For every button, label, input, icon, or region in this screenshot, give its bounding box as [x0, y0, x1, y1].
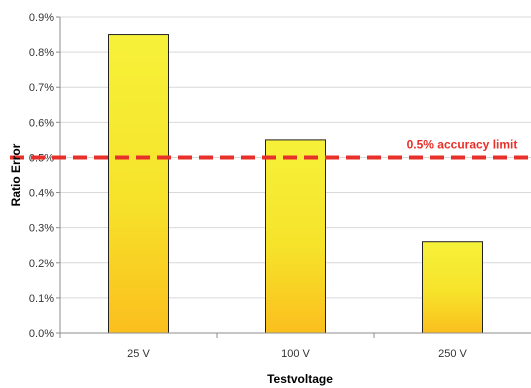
y-tick-label: 0.6%: [29, 117, 54, 129]
bar: [108, 34, 169, 334]
x-axis-ticks: 25 V 100 V 250 V: [127, 348, 467, 360]
y-axis-title: Ratio Error: [9, 143, 23, 206]
y-tick-label: 0.2%: [29, 258, 54, 270]
bars: [108, 34, 483, 334]
y-tick-label: 0.1%: [29, 293, 54, 305]
y-axis-ticks: 0.0%0.1%0.2%0.3%0.4%0.5%0.6%0.7%0.8%0.9%: [29, 12, 60, 340]
bar: [422, 241, 483, 334]
y-tick-label: 0.7%: [29, 82, 54, 94]
y-tick-label: 0.8%: [29, 47, 54, 59]
axes: [59, 17, 531, 338]
x-tick-label: 25 V: [127, 348, 150, 360]
accuracy-limit-label: 0.5% accuracy limit: [407, 137, 518, 151]
x-axis-title: Testvoltage: [267, 372, 333, 386]
y-tick-label: 0.4%: [29, 188, 54, 200]
bar: [265, 139, 326, 334]
x-tick-label: 250 V: [438, 348, 467, 360]
y-tick-label: 0.3%: [29, 223, 54, 235]
reference-line-group: 0.5% accuracy limit: [10, 137, 531, 160]
y-tick-label: 0.0%: [29, 328, 54, 340]
y-tick-label: 0.9%: [29, 12, 54, 24]
x-tick-label: 100 V: [281, 348, 310, 360]
